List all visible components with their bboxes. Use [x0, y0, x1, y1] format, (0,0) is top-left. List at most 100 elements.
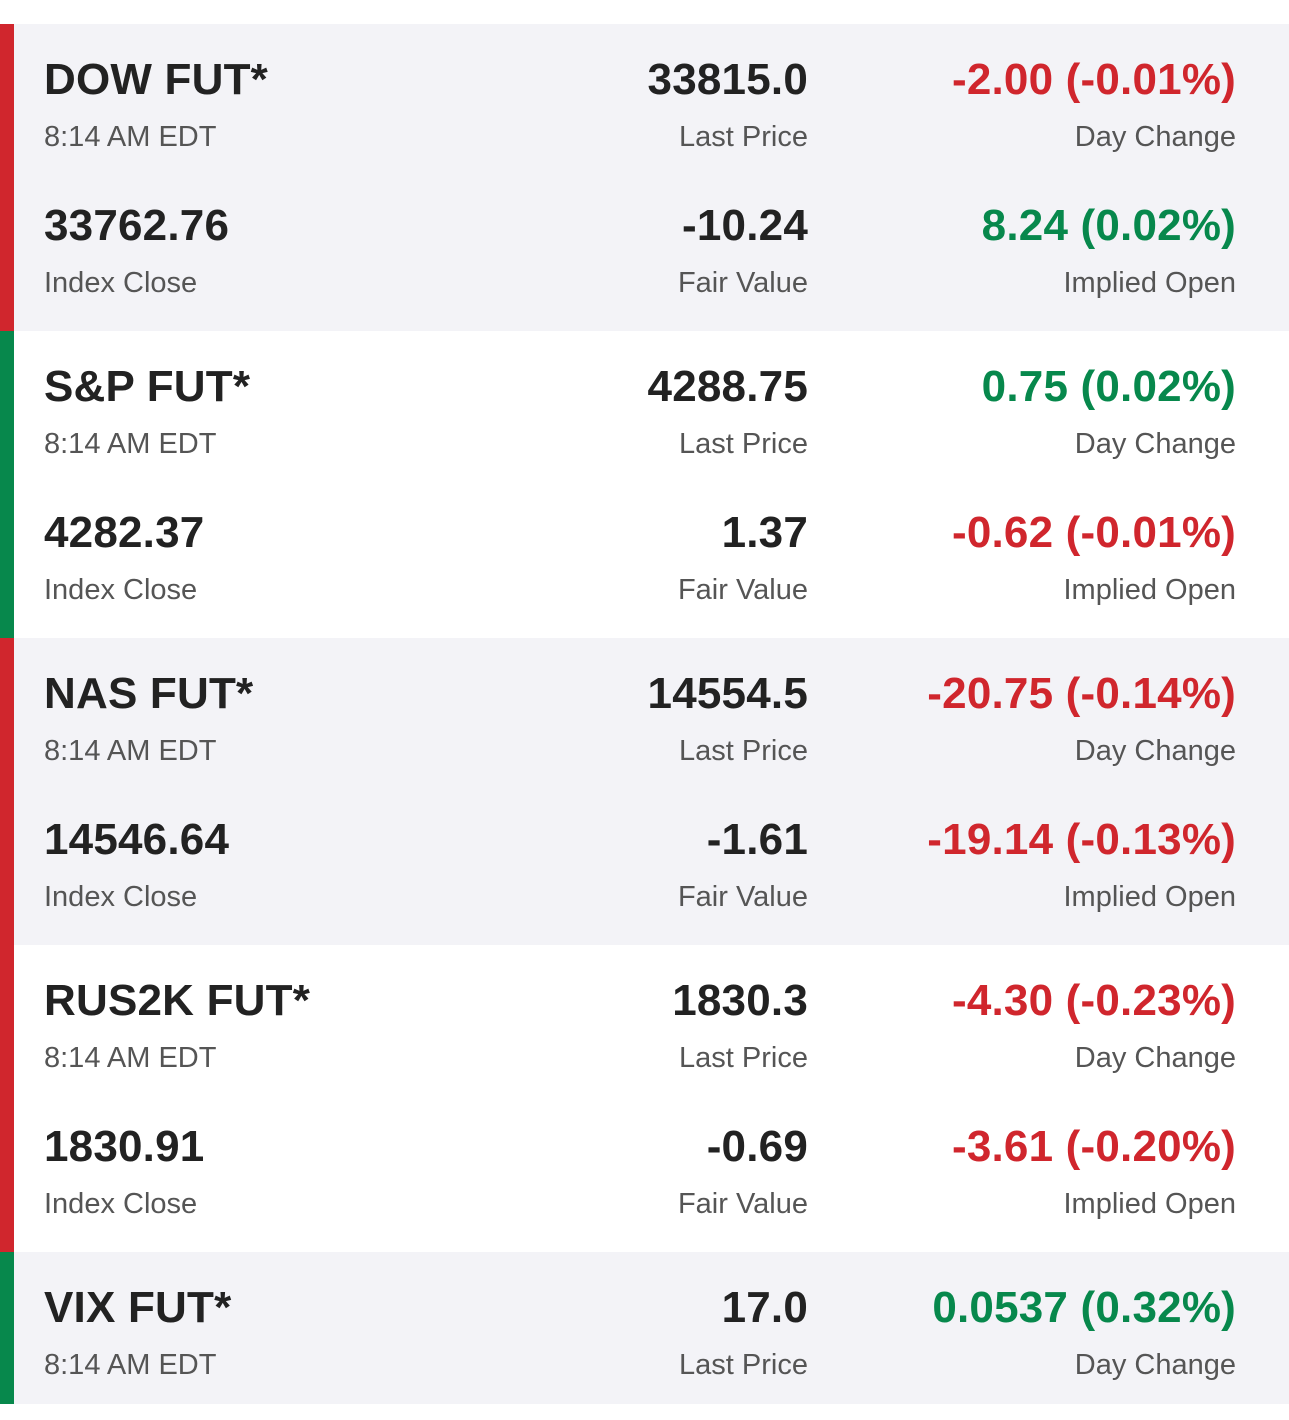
fair-value-value: -0.69	[706, 1122, 808, 1171]
day-change-cell: -2.00 (-0.01%) Day Change	[820, 24, 1236, 170]
last-price-label: Last Price	[679, 1349, 808, 1381]
implied-open-cell: -3.61 (-0.20%) Implied Open	[820, 1091, 1236, 1237]
quote-row: NAS FUT* 8:14 AM EDT 14554.5 Last Price …	[0, 638, 1289, 784]
direction-indicator-bar	[0, 331, 14, 638]
last-price-label: Last Price	[679, 1042, 808, 1074]
last-price-value: 14554.5	[647, 669, 808, 718]
fair-value-cell: -1.61 Fair Value	[480, 784, 808, 930]
quote-row: DOW FUT* 8:14 AM EDT 33815.0 Last Price …	[0, 24, 1289, 170]
index-close-cell: 1830.91 Index Close	[44, 1091, 544, 1237]
day-change-value: -2.00 (-0.01%)	[951, 55, 1236, 104]
quote-time: 8:14 AM EDT	[44, 1349, 217, 1381]
last-price-cell: 4288.75 Last Price	[480, 331, 808, 477]
index-close-label: Index Close	[44, 267, 198, 299]
day-change-label: Day Change	[1074, 1349, 1236, 1381]
quote-row: RUS2K FUT* 8:14 AM EDT 1830.3 Last Price…	[0, 945, 1289, 1091]
day-change-cell: -4.30 (-0.23%) Day Change	[820, 945, 1236, 1091]
index-close-cell: 14546.64 Index Close	[44, 784, 544, 930]
futures-card-rus2k[interactable]: RUS2K FUT* 8:14 AM EDT 1830.3 Last Price…	[0, 945, 1289, 1252]
futures-list: DOW FUT* 8:14 AM EDT 33815.0 Last Price …	[0, 24, 1289, 1404]
instrument-cell: RUS2K FUT* 8:14 AM EDT	[44, 945, 544, 1091]
day-change-value: 0.0537 (0.32%)	[932, 1283, 1236, 1332]
index-close-cell: 33762.76 Index Close	[44, 170, 544, 316]
implied-open-value: -0.62 (-0.01%)	[951, 508, 1236, 557]
quote-time: 8:14 AM EDT	[44, 428, 217, 460]
instrument-name[interactable]: RUS2K FUT*	[44, 976, 311, 1025]
day-change-label: Day Change	[1074, 428, 1236, 460]
futures-card-dow[interactable]: DOW FUT* 8:14 AM EDT 33815.0 Last Price …	[0, 24, 1289, 331]
quote-time: 8:14 AM EDT	[44, 121, 217, 153]
implied-open-cell: 8.24 (0.02%) Implied Open	[820, 170, 1236, 316]
index-close-value: 4282.37	[44, 508, 205, 557]
last-price-value: 1830.3	[672, 976, 808, 1025]
direction-indicator-bar	[0, 638, 14, 945]
fair-value-label: Fair Value	[677, 267, 808, 299]
implied-open-cell: -19.14 (-0.13%) Implied Open	[820, 784, 1236, 930]
implied-open-label: Implied Open	[1063, 1188, 1237, 1220]
direction-indicator-bar	[0, 1252, 14, 1404]
instrument-cell: S&P FUT* 8:14 AM EDT	[44, 331, 544, 477]
last-price-cell: 1830.3 Last Price	[480, 945, 808, 1091]
fair-value-value: -1.61	[706, 815, 808, 864]
implied-open-cell: -0.62 (-0.01%) Implied Open	[820, 477, 1236, 623]
fair-value-row: 33762.76 Index Close -10.24 Fair Value 8…	[0, 170, 1289, 316]
last-price-cell: 14554.5 Last Price	[480, 638, 808, 784]
day-change-cell: 0.75 (0.02%) Day Change	[820, 331, 1236, 477]
day-change-label: Day Change	[1074, 735, 1236, 767]
instrument-name[interactable]: S&P FUT*	[44, 362, 251, 411]
fair-value-cell: -0.69 Fair Value	[480, 1091, 808, 1237]
futures-card-nas[interactable]: NAS FUT* 8:14 AM EDT 14554.5 Last Price …	[0, 638, 1289, 945]
index-close-label: Index Close	[44, 574, 198, 606]
last-price-label: Last Price	[679, 735, 808, 767]
fair-value-row: 4282.37 Index Close 1.37 Fair Value -0.6…	[0, 477, 1289, 623]
fair-value-label: Fair Value	[677, 1188, 808, 1220]
quote-time: 8:14 AM EDT	[44, 735, 217, 767]
last-price-value: 17.0	[721, 1283, 808, 1332]
fair-value-label: Fair Value	[677, 881, 808, 913]
fair-value-row: 14546.64 Index Close -1.61 Fair Value -1…	[0, 784, 1289, 930]
instrument-name[interactable]: NAS FUT*	[44, 669, 254, 718]
direction-indicator-bar	[0, 24, 14, 331]
day-change-cell: 0.0537 (0.32%) Day Change	[820, 1252, 1236, 1398]
fair-value-value: -10.24	[682, 201, 808, 250]
instrument-cell: NAS FUT* 8:14 AM EDT	[44, 638, 544, 784]
last-price-value: 4288.75	[647, 362, 808, 411]
quote-time: 8:14 AM EDT	[44, 1042, 217, 1074]
fair-value-value: 1.37	[721, 508, 808, 557]
implied-open-value: -19.14 (-0.13%)	[927, 815, 1236, 864]
index-close-value: 33762.76	[44, 201, 230, 250]
implied-open-value: -3.61 (-0.20%)	[951, 1122, 1236, 1171]
quote-row: VIX FUT* 8:14 AM EDT 17.0 Last Price 0.0…	[0, 1252, 1289, 1398]
index-close-cell: 4282.37 Index Close	[44, 477, 544, 623]
instrument-name[interactable]: VIX FUT*	[44, 1283, 232, 1332]
day-change-value: -4.30 (-0.23%)	[951, 976, 1236, 1025]
last-price-cell: 33815.0 Last Price	[480, 24, 808, 170]
implied-open-value: 8.24 (0.02%)	[981, 201, 1236, 250]
direction-indicator-bar	[0, 945, 14, 1252]
instrument-cell: VIX FUT* 8:14 AM EDT	[44, 1252, 544, 1398]
last-price-label: Last Price	[679, 428, 808, 460]
index-close-label: Index Close	[44, 1188, 198, 1220]
last-price-value: 33815.0	[647, 55, 808, 104]
fair-value-row: 1830.91 Index Close -0.69 Fair Value -3.…	[0, 1091, 1289, 1237]
instrument-cell: DOW FUT* 8:14 AM EDT	[44, 24, 544, 170]
fair-value-cell: 1.37 Fair Value	[480, 477, 808, 623]
index-close-value: 14546.64	[44, 815, 230, 864]
implied-open-label: Implied Open	[1063, 267, 1237, 299]
fair-value-label: Fair Value	[677, 574, 808, 606]
day-change-cell: -20.75 (-0.14%) Day Change	[820, 638, 1236, 784]
futures-card-vix[interactable]: VIX FUT* 8:14 AM EDT 17.0 Last Price 0.0…	[0, 1252, 1289, 1404]
futures-card-sp[interactable]: S&P FUT* 8:14 AM EDT 4288.75 Last Price …	[0, 331, 1289, 638]
quote-row: S&P FUT* 8:14 AM EDT 4288.75 Last Price …	[0, 331, 1289, 477]
index-close-value: 1830.91	[44, 1122, 205, 1171]
instrument-name[interactable]: DOW FUT*	[44, 55, 269, 104]
last-price-label: Last Price	[679, 121, 808, 153]
index-close-label: Index Close	[44, 881, 198, 913]
day-change-value: -20.75 (-0.14%)	[927, 669, 1236, 718]
day-change-label: Day Change	[1074, 121, 1236, 153]
day-change-label: Day Change	[1074, 1042, 1236, 1074]
fair-value-cell: -10.24 Fair Value	[480, 170, 808, 316]
last-price-cell: 17.0 Last Price	[480, 1252, 808, 1398]
implied-open-label: Implied Open	[1063, 574, 1237, 606]
day-change-value: 0.75 (0.02%)	[981, 362, 1236, 411]
